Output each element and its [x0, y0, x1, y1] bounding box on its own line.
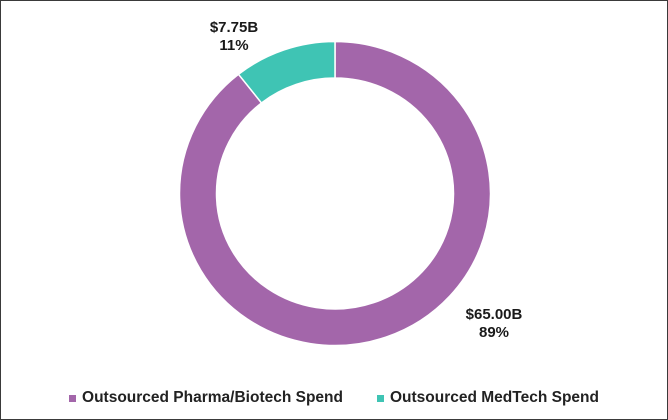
data-label-pharma-percent: 89% — [479, 324, 509, 341]
legend-label-pharma: Outsourced Pharma/Biotech Spend — [82, 389, 343, 406]
legend-item-pharma: Outsourced Pharma/Biotech Spend — [69, 389, 343, 407]
legend-swatch-pharma — [69, 394, 77, 402]
slice-pharma — [178, 40, 492, 347]
legend: Outsourced Pharma/Biotech Spend Outsourc… — [1, 389, 667, 407]
slices — [178, 40, 492, 347]
legend-label-medtech: Outsourced MedTech Spend — [389, 389, 599, 406]
legend-item-medtech: Outsourced MedTech Spend — [376, 389, 599, 407]
data-label-pharma-value: $65.00B — [466, 306, 523, 323]
data-label-medtech-value: $7.75B — [210, 19, 259, 36]
slice-medtech — [237, 40, 336, 104]
data-label-medtech-percent: 11% — [219, 37, 248, 54]
legend-swatch-medtech — [376, 394, 384, 402]
